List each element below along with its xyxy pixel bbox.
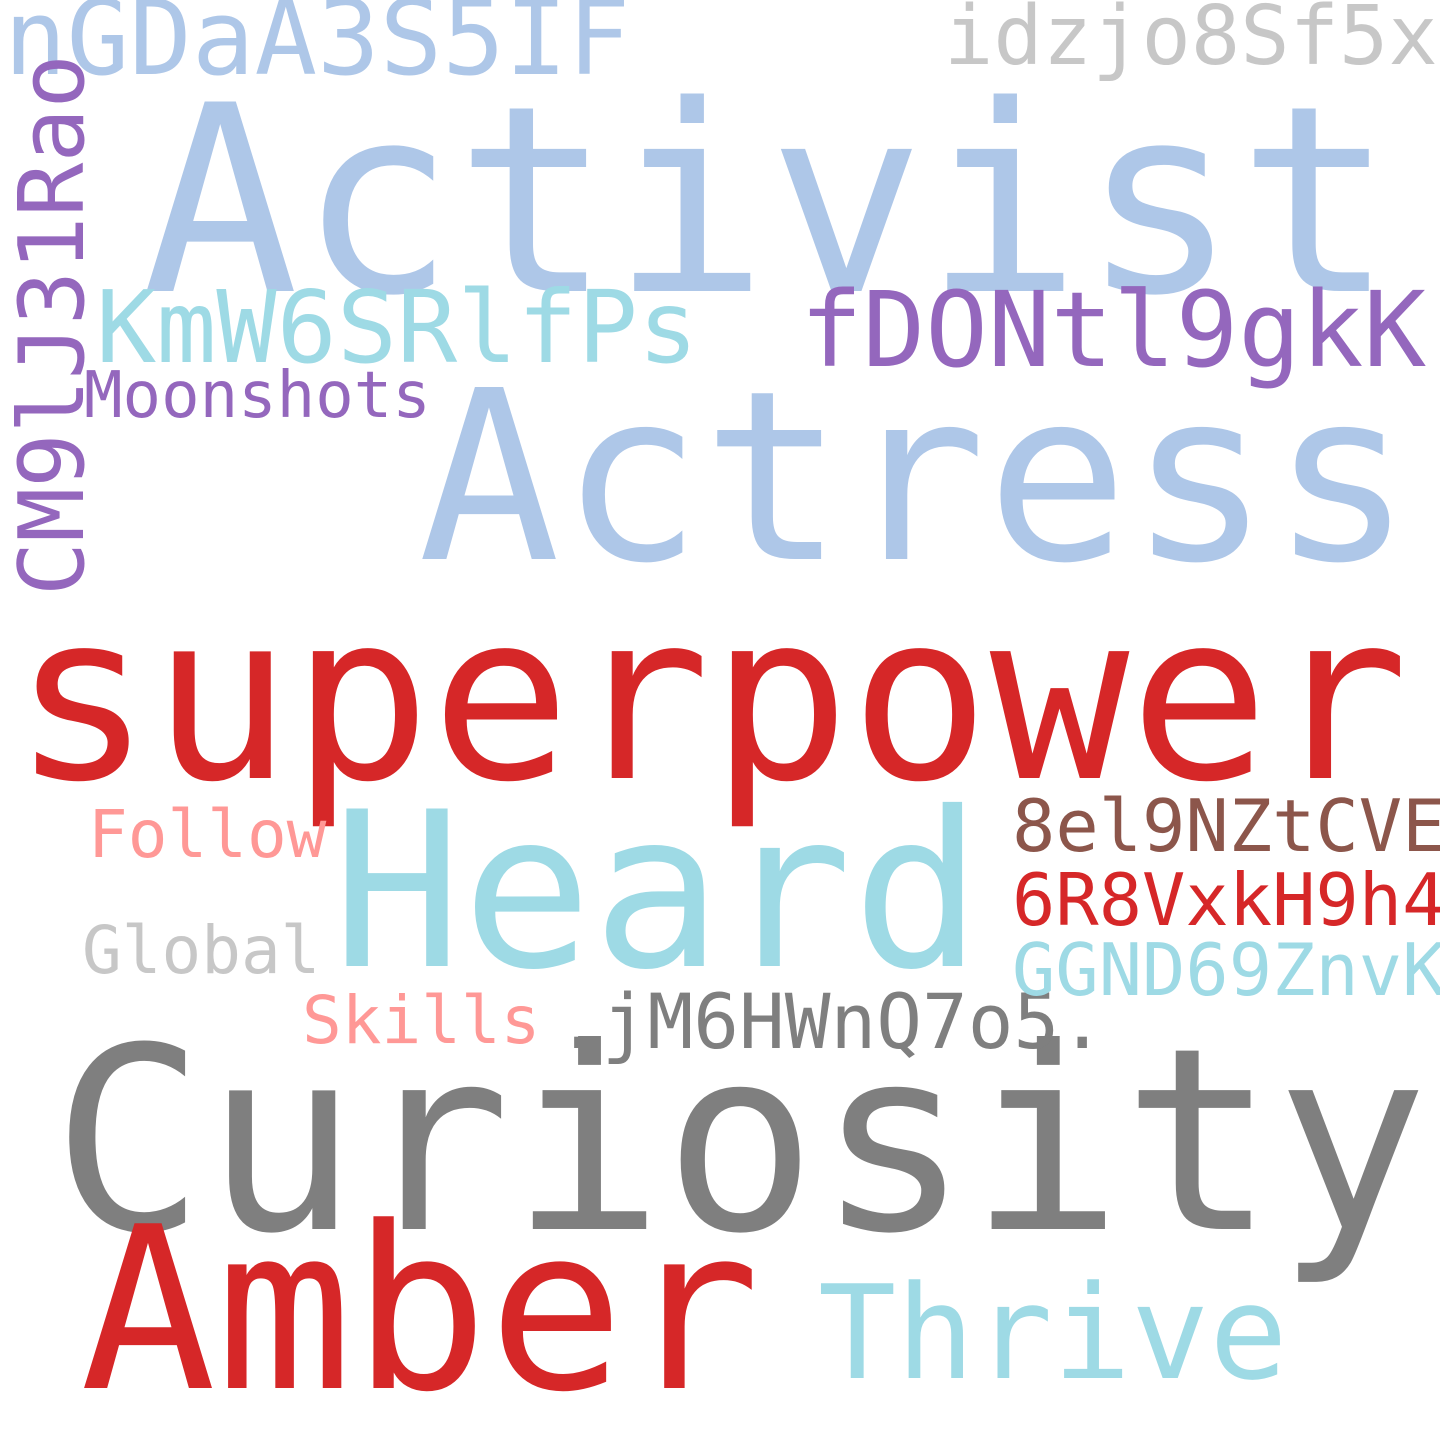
word-ngda: nGDaA3S5IF	[4, 0, 631, 99]
word-skills: Skills	[302, 982, 541, 1059]
word-fdon: fDONtl9gkK	[800, 269, 1427, 391]
word-follow: Follow	[88, 796, 327, 873]
word-curiosity: Curiosity	[52, 993, 1429, 1289]
word-jm6h: .jM6HWnQ7o5.	[556, 977, 1106, 1066]
word-moonshots: Moonshots	[84, 359, 431, 433]
word-8el9: 8el9NZtCVE	[1012, 784, 1440, 868]
word-heard: Heard	[332, 766, 983, 1017]
word-idzjo: idzjo8Sf5x	[944, 0, 1438, 84]
word-cm9: CM9lJ31Rao	[0, 54, 105, 596]
word-global: Global	[82, 912, 321, 989]
word-ggnd: GGND69ZnvK	[1012, 928, 1440, 1012]
word-6r8v: 6R8VxkH9h4	[1012, 858, 1440, 942]
word-thrive: Thrive	[818, 1257, 1288, 1409]
word-amber: Amber	[80, 1179, 761, 1440]
word-kmw6: KmW6SRlfPs	[96, 269, 699, 386]
word-actress: Actress	[418, 340, 1413, 615]
word-activist: Activist	[142, 51, 1395, 353]
word-superpower: superpower	[12, 563, 1409, 833]
